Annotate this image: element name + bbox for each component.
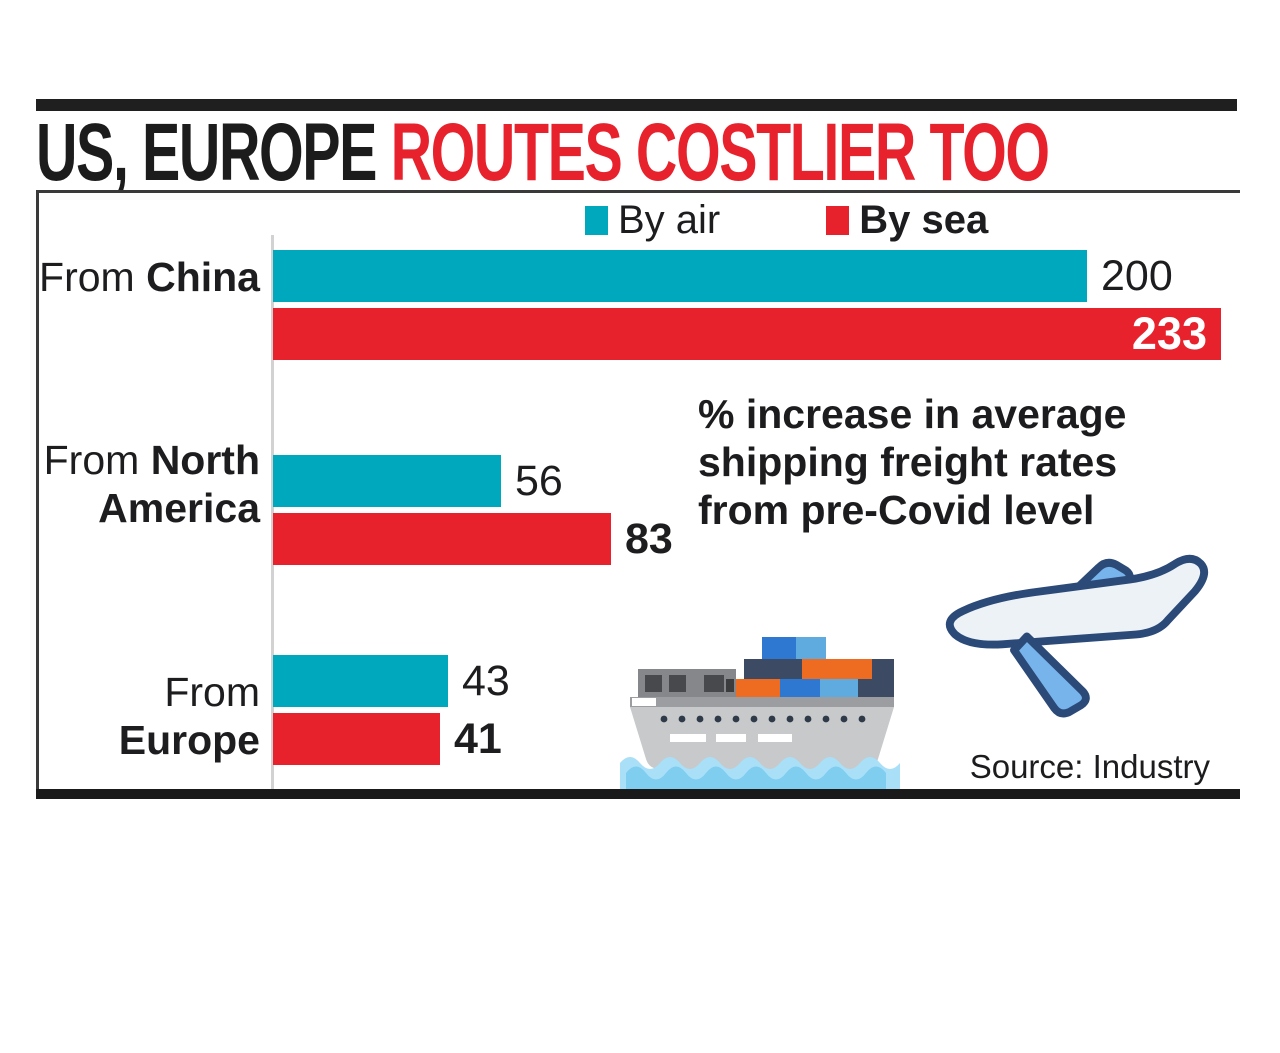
legend-label-sea: By sea <box>859 197 989 242</box>
axis-baseline <box>271 235 274 789</box>
category-label-china: From China <box>36 253 260 301</box>
bottom-rule <box>36 789 1240 799</box>
bar-north-america-air <box>273 455 501 507</box>
bar-row-north-america-air: 56 <box>273 455 563 507</box>
bar-value-europe-air: 43 <box>462 656 510 705</box>
bar-value-north-america-air: 56 <box>515 456 563 505</box>
legend-label-air: By air <box>618 197 721 242</box>
bar-north-america-sea <box>273 513 611 565</box>
bar-europe-sea <box>273 713 440 765</box>
bar-china-air <box>273 250 1087 302</box>
page-title-red: ROUTES COSTLIER TOO <box>390 107 1050 198</box>
chart-annotation: % increase in average shipping freight r… <box>698 391 1127 533</box>
bar-europe-air <box>273 655 448 707</box>
category-text-bold: America <box>98 485 260 531</box>
category-label-europe: From Europe <box>36 668 260 764</box>
source-note: Source: Industry <box>969 748 1210 785</box>
sea-swatch-icon <box>826 205 850 235</box>
page-title: US, EUROPE ROUTES COSTLIER TOO <box>36 107 1050 198</box>
category-line: From <box>36 668 260 716</box>
category-label-north-america: From North America <box>36 436 260 532</box>
category-text: From <box>43 437 151 483</box>
air-swatch-icon <box>585 205 608 235</box>
category-text-bold: Europe <box>118 717 260 763</box>
bar-value-europe-sea: 41 <box>454 714 502 763</box>
legend-item-sea: By sea <box>826 198 988 243</box>
bar-value-china-sea: 233 <box>1131 308 1207 359</box>
category-line: From North <box>36 436 260 484</box>
bar-row-china-sea: 233 <box>273 308 1221 360</box>
bar-value-china-air: 200 <box>1101 251 1173 300</box>
bar-row-europe-sea: 41 <box>273 713 502 765</box>
bar-row-north-america-sea: 83 <box>273 513 673 565</box>
top-rule <box>36 99 1237 111</box>
bar-china-sea: 233 <box>273 308 1221 360</box>
page-title-black: US, EUROPE <box>36 107 391 198</box>
category-line: From China <box>36 253 260 301</box>
category-text-bold: North <box>150 437 260 483</box>
category-text: From <box>164 669 260 715</box>
legend: By air By sea <box>585 198 988 242</box>
cargo-ship-icon <box>620 637 900 791</box>
bar-value-north-america-sea: 83 <box>625 514 673 563</box>
airplane-icon <box>945 554 1209 718</box>
category-text-bold: China <box>146 254 260 300</box>
category-text: From <box>39 254 147 300</box>
legend-item-air: By air <box>585 198 720 243</box>
bar-row-china-air: 200 <box>273 250 1173 302</box>
bar-row-europe-air: 43 <box>273 655 510 707</box>
